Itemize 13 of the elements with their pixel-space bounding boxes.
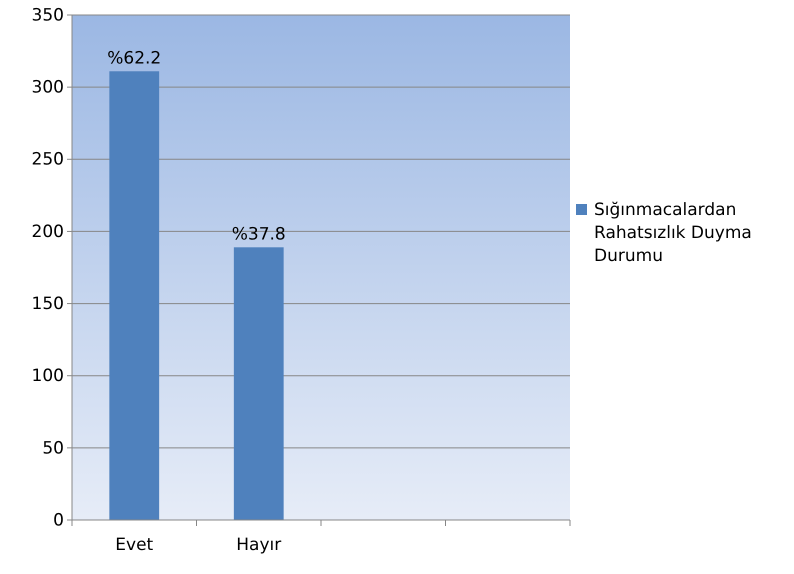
y-tick-label: 350	[32, 5, 64, 26]
legend-label: Sığınmacalardan Rahatsızlık Duyma Durumu	[594, 200, 752, 266]
y-tick-label: 200	[32, 222, 64, 242]
annotation: %37.8	[232, 224, 286, 244]
y-tick-label: 150	[32, 294, 64, 314]
y-tick-label: 0	[53, 510, 64, 530]
x-tick-label: Hayır	[236, 535, 282, 556]
x-tick-label: Evet	[115, 535, 154, 556]
y-tick-label: 100	[32, 366, 64, 386]
y-tick-label: 300	[32, 78, 64, 98]
annotation: %62.2	[107, 48, 162, 68]
y-tick-label: 50	[42, 438, 64, 458]
y-tick-label: 250	[32, 150, 64, 170]
